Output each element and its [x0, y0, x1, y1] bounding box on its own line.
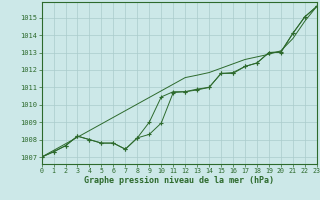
X-axis label: Graphe pression niveau de la mer (hPa): Graphe pression niveau de la mer (hPa) [84, 176, 274, 185]
